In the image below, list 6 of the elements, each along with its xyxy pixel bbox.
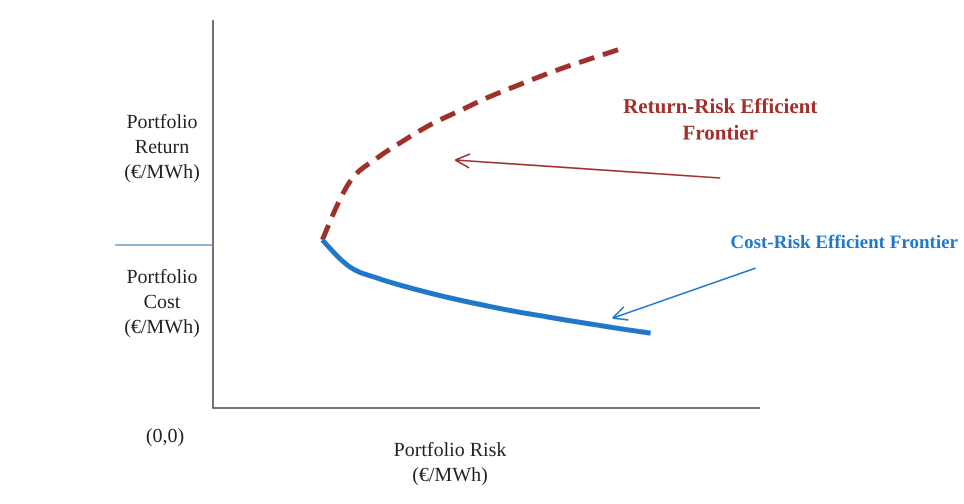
text: Return-Risk Efficient Frontier xyxy=(623,94,818,144)
y-axis-title: Portfolio Return (€/MWh) xyxy=(124,111,200,183)
text: Cost-Risk Efficient Frontier xyxy=(730,232,959,254)
text: (0,0) xyxy=(146,425,184,447)
text: Portfolio Cost (€/MWh) xyxy=(124,266,200,338)
x-axis-title: Portfolio Risk (€/MWh) xyxy=(394,439,506,486)
